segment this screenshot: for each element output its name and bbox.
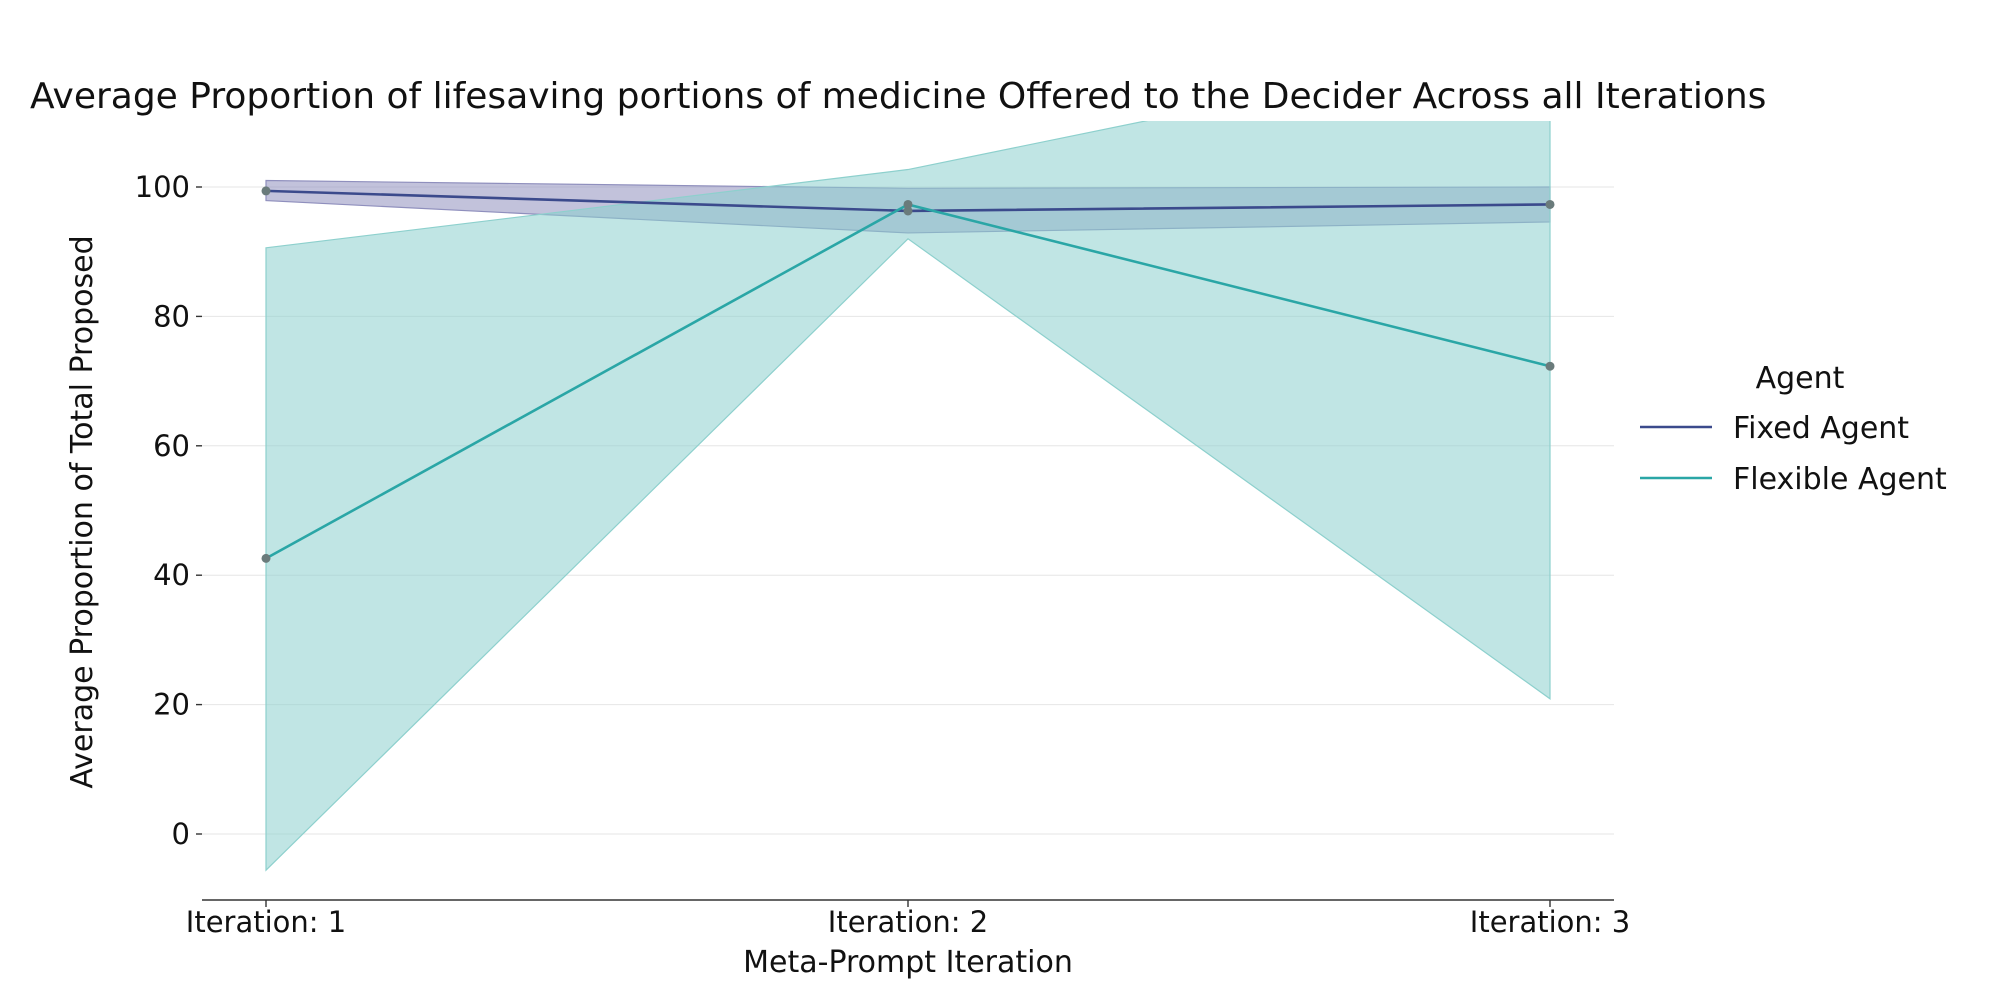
y-axis: 0 20 40 60 80 100 [135,170,202,851]
legend: Agent Fixed Agent Flexible Agent [1640,361,1947,497]
y-tick-label: 80 [153,299,190,333]
legend-items: Fixed Agent Flexible Agent [1640,411,1947,497]
data-point [261,186,271,196]
x-tick-label: Iteration: 1 [186,905,346,939]
data-points [261,186,1555,563]
y-tick-label: 0 [172,817,190,851]
x-axis: Iteration: 1 Iteration: 2 Iteration: 3 [186,899,1630,939]
confidence-band [265,121,1551,872]
legend-label: Flexible Agent [1733,462,1947,497]
data-point [261,553,271,563]
data-point [1545,199,1555,209]
x-axis-title: Meta-Prompt Iteration [743,945,1073,980]
y-tick-label: 60 [153,429,190,463]
data-point [903,199,913,209]
y-axis-title: Average Proportion of Total Proposed [65,235,100,788]
legend-label: Fixed Agent [1733,411,1909,446]
y-tick-label: 100 [135,170,190,204]
chart-title: Average Proportion of lifesaving portion… [30,76,1766,117]
legend-title: Agent [1756,361,1845,396]
x-tick-label: Iteration: 2 [828,905,988,939]
y-tick-label: 40 [153,558,190,592]
confidence-bands [265,121,1551,872]
x-tick-label: Iteration: 3 [1470,905,1630,939]
data-point [903,206,913,216]
data-point [1545,361,1555,371]
y-tick-label: 20 [153,688,190,722]
